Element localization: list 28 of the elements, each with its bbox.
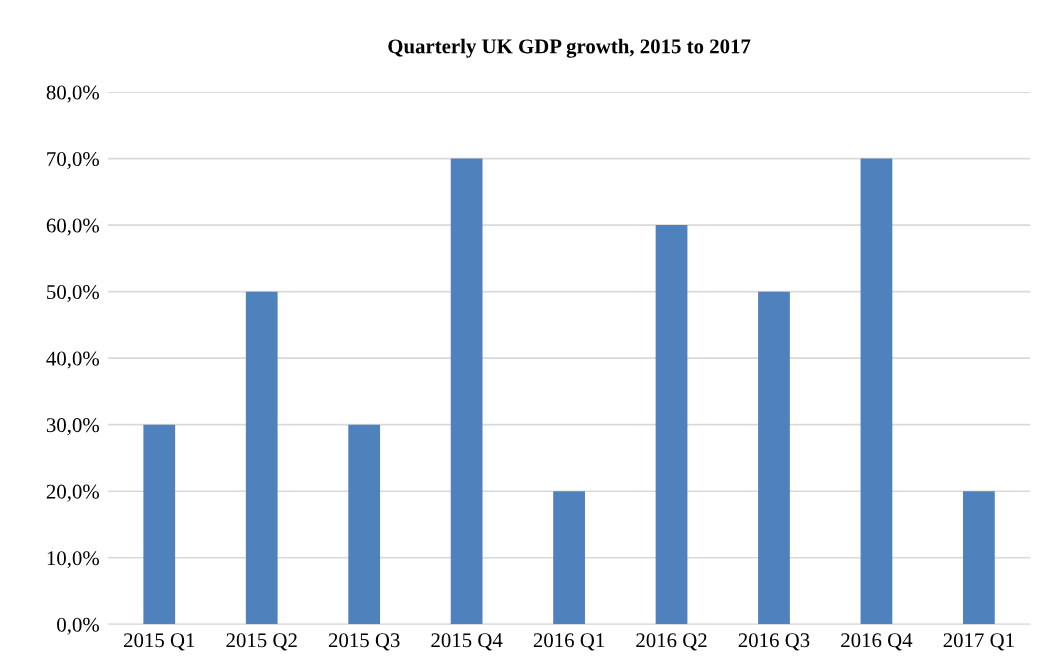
- bar: [450, 158, 483, 625]
- y-tick-label: 30,0%: [46, 418, 99, 436]
- x-tick-label: 2016 Q1: [533, 633, 604, 651]
- bar: [655, 225, 688, 625]
- x-tick-label: 2015 Q2: [226, 633, 297, 651]
- bar: [348, 424, 381, 625]
- x-tick-label: 2016 Q3: [738, 633, 810, 651]
- x-tick-label: 2015 Q1: [124, 633, 195, 651]
- bar: [553, 491, 585, 625]
- chart-title: Quarterly UK GDP growth, 2015 to 2017: [388, 38, 751, 58]
- y-tick-label: 60,0%: [46, 218, 99, 236]
- x-tick-label: 2016 Q2: [636, 633, 707, 651]
- y-tick-label: 10,0%: [47, 551, 99, 569]
- x-tick-label: 2017 Q1: [943, 633, 1014, 651]
- bar: [143, 424, 176, 625]
- y-tick-label: 50,0%: [47, 285, 99, 303]
- y-tick-label: 40,0%: [46, 351, 99, 369]
- y-tick-label: 20,0%: [46, 484, 99, 502]
- bar: [963, 491, 995, 625]
- bar: [245, 291, 278, 625]
- bar: [758, 291, 790, 625]
- y-tick-label: 80,0%: [46, 85, 99, 103]
- x-tick-label: 2016 Q4: [841, 633, 913, 651]
- x-tick-label: 2015 Q3: [328, 633, 400, 651]
- y-tick-label: 70,0%: [47, 151, 99, 170]
- x-tick-label: 2015 Q4: [431, 633, 503, 651]
- bar: [860, 158, 893, 625]
- y-tick-label: 0,0%: [57, 617, 99, 635]
